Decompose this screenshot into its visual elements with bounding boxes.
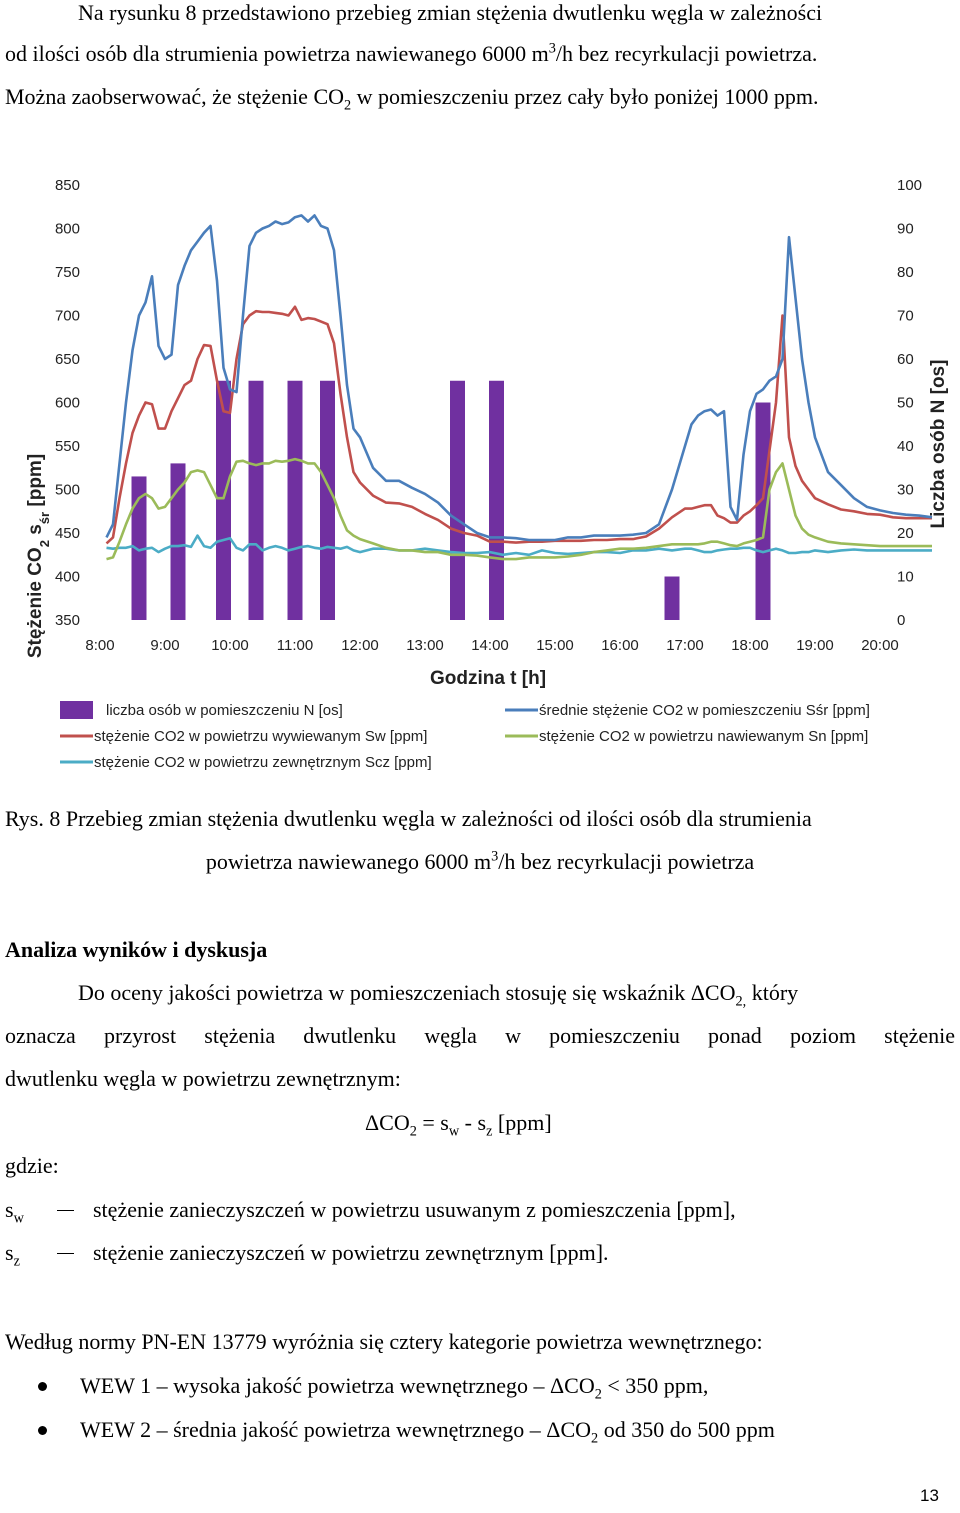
series-line bbox=[106, 534, 932, 557]
people-bar bbox=[664, 576, 680, 620]
y-tick-label: 650 bbox=[55, 351, 80, 368]
legend-swatch-bar bbox=[60, 701, 93, 719]
y2-tick-label: 70 bbox=[897, 308, 914, 325]
series-line bbox=[105, 305, 932, 545]
def-symbol-sz: sz bbox=[5, 1240, 20, 1270]
legend-label: stężenie CO2 w powietrzu wywiewanym Sw [… bbox=[94, 728, 427, 745]
co2-lines bbox=[105, 214, 933, 561]
y-tick-label: 400 bbox=[55, 569, 80, 586]
x-tick-label: 12:00 bbox=[341, 637, 379, 654]
paragraph-line-2: oznacza przyrost stężenia dwutlenku węgl… bbox=[5, 1023, 955, 1048]
bullet-item-wew1: WEW 1 – wysoka jakość powietrza wewnętrz… bbox=[80, 1373, 709, 1403]
series-line bbox=[105, 214, 933, 542]
y-axis-title: Stężenie CO2 sśr [ppm] bbox=[25, 454, 52, 658]
y-tick-label: 350 bbox=[55, 612, 80, 629]
def-text-sz: stężenie zanieczyszczeń w powietrzu zewn… bbox=[93, 1240, 609, 1265]
x-tick-label: 9:00 bbox=[150, 637, 179, 654]
chart-legend: liczba osób w pomieszczeniu N [os] średni… bbox=[60, 701, 870, 771]
x-tick-label: 14:00 bbox=[471, 637, 509, 654]
y-tick-label: 500 bbox=[55, 482, 80, 499]
y2-axis-title: Liczba osób N [os] bbox=[928, 360, 949, 529]
x-tick-label: 10:00 bbox=[211, 637, 249, 654]
y2-tick-label: 80 bbox=[897, 264, 914, 281]
people-bar bbox=[170, 463, 186, 620]
people-bar bbox=[131, 476, 147, 620]
people-bar bbox=[450, 380, 465, 620]
x-tick-label: 13:00 bbox=[406, 637, 444, 654]
def-dash bbox=[57, 1253, 74, 1254]
people-bar bbox=[287, 380, 303, 620]
figure-caption-line-1: Rys. 8 Przebieg zmian stężenia dwutlenku… bbox=[5, 806, 812, 831]
paragraph-line-3: dwutlenku węgla w powietrzu zewnętrznym: bbox=[5, 1066, 401, 1091]
intro-line-1: Na rysunku 8 przedstawiono przebieg zmia… bbox=[78, 0, 823, 25]
figure-caption-line-2: powietrza nawiewanego 6000 m3/h bez recy… bbox=[205, 848, 755, 874]
where-label: gdzie: bbox=[5, 1153, 59, 1178]
formula: ΔCO2 = sw - sz [ppm] bbox=[365, 1110, 552, 1140]
people-bar bbox=[320, 380, 335, 620]
x-tick-label: 20:00 bbox=[861, 637, 899, 654]
x-tick-label: 16:00 bbox=[601, 637, 639, 654]
x-axis-title: Godzina t [h] bbox=[430, 668, 546, 689]
y-tick-label: 850 bbox=[55, 177, 80, 194]
bullet-item-wew2: WEW 2 – średnia jakość powietrza wewnętr… bbox=[80, 1417, 775, 1447]
y-tick-label: 800 bbox=[55, 221, 80, 238]
legend-label: stężenie CO2 w powietrzu nawiewanym Sn [… bbox=[539, 728, 868, 745]
intro-line-2: od ilości osób dla strumienia powietrza … bbox=[5, 40, 818, 66]
people-bar bbox=[489, 380, 504, 620]
section-heading: Analiza wyników i dyskusja bbox=[5, 937, 268, 962]
bullet-icon bbox=[38, 1426, 47, 1435]
people-bar bbox=[216, 380, 231, 620]
norm-line: Według normy PN-EN 13779 wyróżnia się cz… bbox=[5, 1329, 763, 1354]
y-tick-label: 550 bbox=[55, 438, 80, 455]
x-tick-label: 17:00 bbox=[666, 637, 704, 654]
y-axis-ticks: 850 800 750 700 650 600 550 500 450 400 350 bbox=[55, 177, 80, 629]
y-tick-label: 700 bbox=[55, 308, 80, 325]
legend-label: średnie stężenie CO2 w pomieszczeniu Sśr… bbox=[539, 702, 870, 719]
legend-label: stężenie CO2 w powietrzu zewnętrznym Scz… bbox=[94, 754, 432, 771]
people-bar bbox=[755, 402, 771, 620]
y2-tick-label: 90 bbox=[897, 221, 914, 238]
bullet-icon bbox=[38, 1382, 47, 1391]
def-text-sw: stężenie zanieczyszczeń w powietrzu usuw… bbox=[93, 1197, 736, 1222]
y2-tick-label: 10 bbox=[897, 569, 914, 586]
y2-tick-label: 60 bbox=[897, 351, 914, 368]
y-tick-label: 600 bbox=[55, 395, 80, 412]
page-number: 13 bbox=[920, 1486, 939, 1505]
series-line bbox=[106, 457, 932, 561]
y2-tick-label: 50 bbox=[897, 395, 914, 412]
intro-line-3: Można zaobserwować, że stężenie CO2 w po… bbox=[5, 84, 819, 114]
y-tick-label: 450 bbox=[55, 525, 80, 542]
y2-tick-label: 0 bbox=[897, 612, 905, 629]
people-bar bbox=[248, 380, 264, 620]
y2-tick-label: 20 bbox=[897, 525, 914, 542]
x-tick-label: 11:00 bbox=[277, 637, 313, 654]
x-tick-label: 19:00 bbox=[796, 637, 834, 654]
legend-label: liczba osób w pomieszczeniu N [os] bbox=[106, 702, 343, 719]
def-dash bbox=[57, 1210, 74, 1211]
x-tick-label: 15:00 bbox=[536, 637, 574, 654]
y-tick-label: 750 bbox=[55, 264, 80, 281]
x-tick-label: 8:00 bbox=[85, 637, 114, 654]
y2-tick-label: 40 bbox=[897, 438, 914, 455]
paragraph-line-1: Do oceny jakości powietrza w pomieszczen… bbox=[78, 980, 799, 1010]
y2-tick-label: 30 bbox=[897, 482, 914, 499]
y2-tick-label: 100 bbox=[897, 177, 922, 194]
people-bars bbox=[131, 380, 771, 620]
x-tick-label: 18:00 bbox=[731, 637, 769, 654]
def-symbol-sw: sw bbox=[5, 1197, 24, 1227]
x-axis-ticks: 8:00 9:00 10:00 11:00 12:00 13:00 14:00 15:00 16… bbox=[85, 637, 898, 654]
